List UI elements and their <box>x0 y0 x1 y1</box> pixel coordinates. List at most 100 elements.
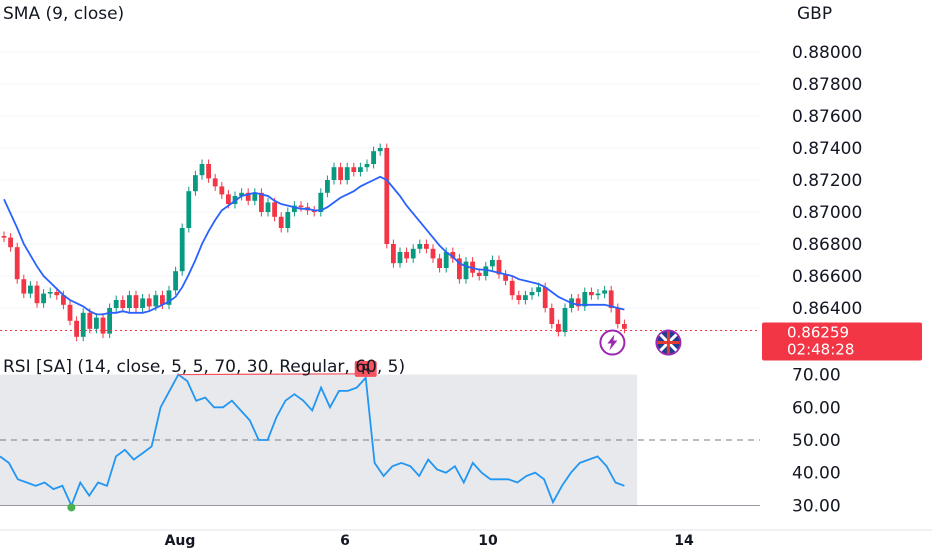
candle <box>113 295 119 313</box>
price-tick-label: 0.87400 <box>792 139 862 159</box>
candle <box>212 173 218 191</box>
candle-body <box>536 287 541 292</box>
price-gridlines <box>0 51 760 309</box>
candle-body <box>430 248 436 259</box>
candle-body <box>615 308 621 324</box>
candle-body <box>292 205 297 212</box>
candle-body <box>61 295 66 305</box>
current-price-tag[interactable]: 0.86259 02:48:28 <box>762 322 922 361</box>
bearish-divergence-line <box>178 373 366 376</box>
candle <box>41 289 46 308</box>
time-tick-label: 10 <box>478 533 498 549</box>
candle-body <box>140 298 145 308</box>
price-tick-label: 0.86600 <box>792 267 862 287</box>
candle-body <box>331 167 337 180</box>
price-tick-label: 0.86400 <box>792 299 862 319</box>
candle-body <box>523 295 528 300</box>
candle <box>325 175 330 198</box>
candle <box>424 239 429 254</box>
candle <box>364 159 370 172</box>
candle <box>417 239 423 254</box>
candle-body <box>100 317 106 334</box>
candle-body <box>338 167 343 180</box>
lightning-glyph <box>607 334 618 351</box>
candle <box>265 197 271 217</box>
price-tick-label: 0.87800 <box>792 75 862 95</box>
candle-body <box>595 293 601 296</box>
candle <box>245 188 251 206</box>
candle-body <box>463 261 469 280</box>
candle <box>21 274 27 299</box>
uk-flag-icon[interactable] <box>655 329 682 356</box>
candle <box>622 319 627 334</box>
candle <box>127 290 132 313</box>
candle <box>562 303 568 337</box>
candle <box>166 285 172 310</box>
candle <box>146 293 152 311</box>
candle <box>219 181 225 199</box>
candle-body <box>166 290 172 305</box>
candle-body <box>245 192 251 201</box>
candle-body <box>437 258 442 268</box>
candle <box>173 266 178 295</box>
candle <box>608 285 614 313</box>
candle-body <box>113 300 119 308</box>
candle-body <box>325 180 330 193</box>
candle <box>199 159 205 180</box>
pivot-low-marker <box>67 503 76 512</box>
candle-body <box>476 272 482 276</box>
candle-body <box>14 247 20 280</box>
candle <box>589 287 594 300</box>
rsi-tick-label: 40.00 <box>792 464 841 484</box>
candle <box>410 244 416 263</box>
candle <box>14 242 20 284</box>
candle <box>371 146 376 169</box>
candle <box>61 290 66 310</box>
candle <box>28 281 33 299</box>
rsi-tick-label: 50.00 <box>792 431 841 451</box>
candle-body <box>589 292 594 296</box>
candle-body <box>298 205 304 208</box>
candle-body <box>259 192 264 212</box>
time-axis-ticks: Aug 6 10 14 <box>165 533 694 549</box>
bar-countdown: 02:48:28 <box>787 341 854 359</box>
event-icons[interactable] <box>599 329 682 356</box>
candle <box>8 233 13 252</box>
candle-body <box>582 292 588 307</box>
candle-body <box>146 298 152 307</box>
candle-body <box>556 324 561 332</box>
candle-body <box>450 252 456 259</box>
currency-label: GBP <box>797 4 832 24</box>
candle <box>384 143 390 249</box>
candle <box>549 303 555 329</box>
uk-flag-red-cross <box>657 331 680 354</box>
candle-body <box>8 237 13 248</box>
candle <box>344 162 350 185</box>
candle-body <box>371 151 376 164</box>
candle <box>338 162 343 185</box>
candle-body <box>457 258 462 280</box>
candle-body <box>160 295 165 305</box>
candle-body <box>575 298 581 307</box>
candle <box>529 287 535 300</box>
current-price-tag-background <box>762 322 922 361</box>
rsi-tick-label: 60.00 <box>792 398 841 418</box>
candle <box>292 201 297 217</box>
candle-body <box>206 164 211 179</box>
candle-body <box>193 175 198 192</box>
price-tick-label: 0.88000 <box>792 43 862 63</box>
divergence-tag[interactable]: R <box>354 360 377 378</box>
candle-body <box>516 295 522 300</box>
candle-body <box>562 308 568 332</box>
time-tick-label: Aug <box>165 533 196 549</box>
candlestick-series <box>1 143 627 342</box>
candle-body <box>80 312 86 337</box>
candle-body <box>179 228 185 272</box>
candle <box>67 300 73 326</box>
candle <box>496 255 502 279</box>
candle-body <box>54 292 60 296</box>
candle <box>397 247 403 268</box>
candle <box>278 212 284 233</box>
candle-body <box>602 290 607 294</box>
